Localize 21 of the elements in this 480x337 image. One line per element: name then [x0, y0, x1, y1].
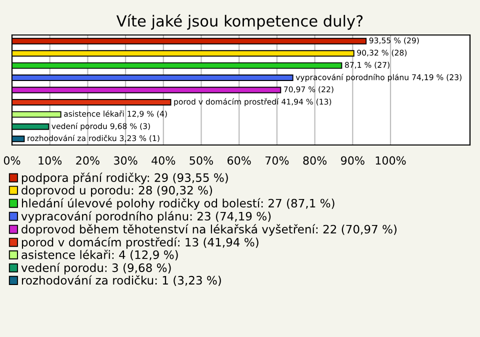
x-tick-label: 60% [228, 156, 251, 165]
legend-label: vedení porodu: 3 (9,68 %) [21, 262, 171, 274]
x-tick-label: 90% [341, 156, 364, 165]
x-tick-label: 20% [76, 156, 100, 165]
x-tick-label: 50% [190, 156, 213, 165]
x-tick-label: 10% [38, 156, 62, 165]
legend-label: vypracování porodního plánu: 23 (74,19 %) [21, 211, 271, 223]
x-tick-label: 80% [303, 156, 327, 165]
x-tick-label: 40% [152, 156, 176, 165]
legend-label: doprovod u porodu: 28 (90,32 %) [22, 186, 212, 197]
x-tick-label: 70% [266, 156, 289, 165]
legend-label: hledání úlevové polohy rodičky od bolestí: 27 (87,1 %) [22, 198, 334, 210]
x-tick-label: 0% [4, 156, 20, 165]
legend-label: porod v domácím prostředí: 13 (41,94 %) [22, 237, 258, 249]
legend-label: asistence lékaři: 4 (12,9 %) [22, 250, 178, 260]
x-tick-label: 30% [114, 156, 138, 165]
chart-title: Víte jaké jsou kompetence duly? [116, 14, 363, 30]
x-tick-label: 100% [376, 156, 406, 165]
legend-label: podpora přání rodičky: 29 (93,55 %) [22, 172, 228, 184]
legend-label: doprovod během těhotenství na lékařská vyšetření: 22 (70,97 %) [22, 224, 396, 236]
legend-label: rozhodování za rodičku: 1 (3,23 %) [22, 275, 221, 286]
